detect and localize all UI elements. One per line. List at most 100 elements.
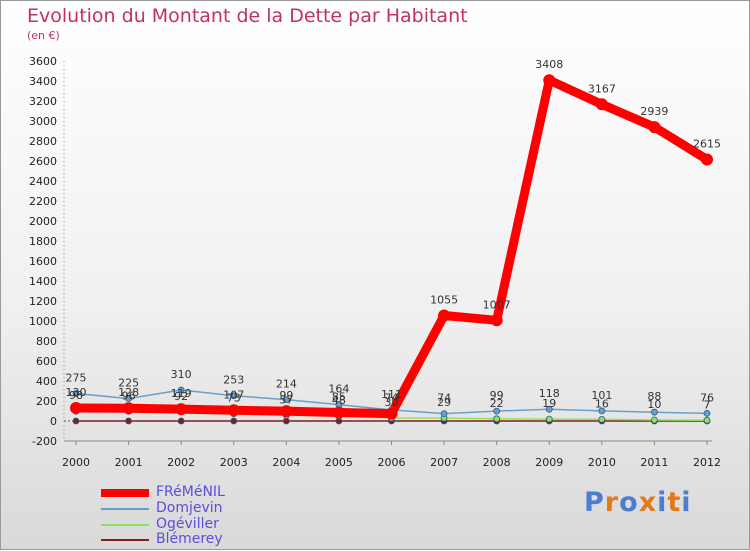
- data-point: [493, 407, 501, 415]
- data-point: [543, 74, 556, 87]
- x-tick-label: 2009: [535, 456, 563, 469]
- data-label: 119: [171, 387, 192, 400]
- y-tick-label: 1400: [29, 275, 57, 288]
- x-tick-label: 2002: [167, 456, 195, 469]
- y-tick-label: 1000: [29, 315, 57, 328]
- legend-label: Ogéviller: [156, 516, 219, 532]
- logo-letter: i: [657, 487, 668, 518]
- data-label: 30: [385, 396, 399, 409]
- data-label: 107: [223, 388, 244, 401]
- data-label: 76: [700, 391, 714, 404]
- y-tick-label: 3000: [29, 115, 57, 128]
- x-tick-label: 2006: [378, 456, 406, 469]
- data-label: 19: [542, 397, 556, 410]
- legend-swatch: [101, 489, 149, 497]
- data-label: 1055: [430, 294, 458, 307]
- data-point: [175, 403, 188, 416]
- y-tick-label: 2000: [29, 215, 57, 228]
- data-label: 22: [490, 397, 504, 410]
- logo-letter: t: [667, 487, 682, 518]
- data-point: [72, 390, 80, 397]
- data-point: [598, 415, 606, 423]
- axes: -200 0 200 400 600 800 1000 1200 1400 1600 1800 200…: [29, 55, 721, 469]
- x-tick-label: 2000: [62, 456, 90, 469]
- chart-subtitle: (en €): [27, 29, 60, 42]
- y-tick-label: 200: [36, 395, 57, 408]
- proxiti-logo: Proxiti: [584, 487, 692, 518]
- data-label: 73: [227, 392, 241, 405]
- data-point: [701, 153, 713, 166]
- data-point: [177, 386, 185, 394]
- data-point: [70, 402, 82, 414]
- y-tick-label: 400: [36, 375, 57, 388]
- data-label: 214: [276, 378, 297, 391]
- data-point: [440, 410, 448, 418]
- data-label: 275: [66, 372, 87, 385]
- data-label: 92: [174, 390, 188, 403]
- data-label: 101: [591, 389, 612, 402]
- legend-label: Blémerey: [156, 531, 223, 547]
- data-point: [545, 405, 553, 413]
- data-label: 16: [595, 397, 609, 410]
- data-label: 85: [332, 391, 346, 404]
- data-label: 98: [69, 389, 83, 402]
- y-tick-label: 2400: [29, 175, 57, 188]
- x-tick-label: 2012: [693, 456, 721, 469]
- y-tick-label: -200: [32, 435, 57, 448]
- y-tick-label: 2800: [29, 135, 57, 148]
- data-point: [122, 402, 135, 415]
- data-point: [598, 407, 606, 415]
- data-point: [332, 406, 345, 419]
- y-tick-label: 800: [36, 335, 57, 348]
- data-point: [125, 395, 132, 402]
- data-point: [230, 392, 238, 400]
- data-point: [703, 416, 711, 424]
- series-points: [70, 74, 713, 425]
- data-point: [282, 417, 290, 425]
- data-point: [595, 98, 608, 111]
- x-tick-label: 2005: [325, 456, 353, 469]
- data-point: [280, 405, 293, 418]
- data-label: 99: [279, 389, 293, 402]
- legend-swatch: [101, 524, 149, 526]
- x-tick-label: 2008: [483, 456, 511, 469]
- y-tick-label: 3600: [29, 55, 57, 68]
- data-point: [227, 404, 240, 417]
- data-point: [545, 415, 553, 423]
- data-label: 99: [490, 389, 504, 402]
- y-tick-label: 2200: [29, 195, 57, 208]
- data-label: 164: [328, 383, 349, 396]
- data-label: 57: [279, 393, 293, 406]
- legend-swatch: [101, 539, 149, 541]
- legend-swatch: [101, 508, 149, 510]
- logo-letter: r: [604, 487, 620, 518]
- data-label: 3167: [588, 82, 616, 95]
- data-label: 29: [437, 396, 451, 409]
- logo-letter: i: [681, 487, 692, 518]
- legend-label: FRéMéNIL: [156, 484, 225, 500]
- data-point: [651, 416, 658, 424]
- logo-letter: x: [638, 487, 658, 518]
- data-point: [438, 309, 451, 322]
- data-label: 74: [437, 392, 451, 405]
- data-point: [125, 417, 132, 425]
- y-tick-label: 1200: [29, 295, 57, 308]
- data-point: [282, 396, 290, 404]
- data-point: [651, 408, 658, 416]
- data-point: [703, 409, 711, 417]
- x-tick-label: 2007: [430, 456, 458, 469]
- y-tick-label: 1600: [29, 255, 57, 268]
- logo-letter: o: [619, 487, 639, 518]
- data-point: [385, 407, 398, 420]
- legend-label: Domjevin: [156, 500, 223, 516]
- data-label: 1007: [483, 298, 511, 311]
- data-label: 2939: [640, 105, 668, 118]
- data-label: 253: [223, 374, 244, 387]
- data-label: 96: [122, 389, 136, 402]
- x-tick-label: 2003: [220, 456, 248, 469]
- data-label: 2615: [693, 138, 721, 151]
- y-tick-label: 1800: [29, 235, 57, 248]
